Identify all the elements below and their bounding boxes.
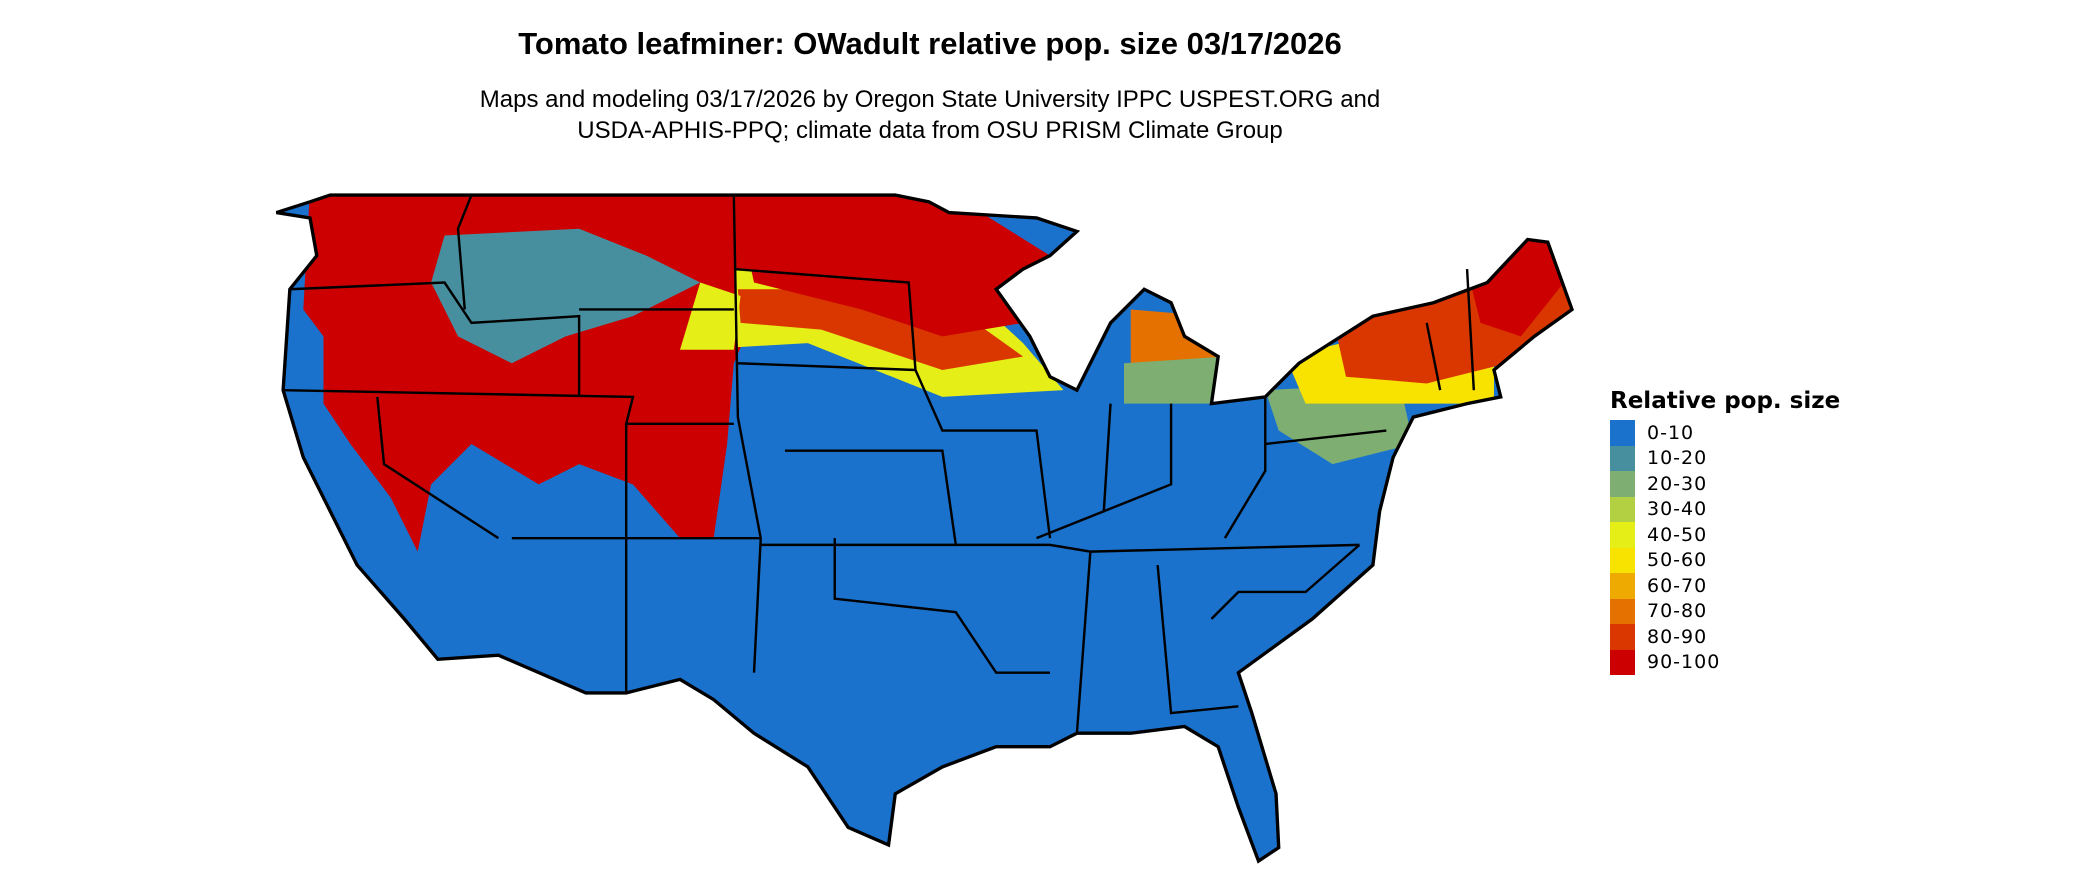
legend-label: 0-10	[1647, 421, 1695, 444]
legend-swatch	[1610, 522, 1635, 548]
zone-michigan-south	[1123, 356, 1225, 404]
legend-label: 30-40	[1647, 498, 1708, 521]
legend-item: 70-80	[1610, 598, 1840, 624]
legend-item: 60-70	[1610, 573, 1840, 599]
legend-swatch	[1610, 547, 1635, 573]
legend-item: 0-10	[1610, 420, 1840, 446]
map-subtitle-line1: Maps and modeling 03/17/2026 by Oregon S…	[479, 86, 1381, 113]
legend-label: 40-50	[1647, 523, 1708, 546]
legend-swatch	[1610, 471, 1635, 497]
legend-swatch	[1610, 445, 1635, 471]
legend-label: 60-70	[1647, 574, 1708, 597]
legend: Relative pop. size 0-10 10-20 20-30 30-40 40…	[1610, 388, 1840, 675]
legend-item: 20-30	[1610, 471, 1840, 497]
legend-item: 30-40	[1610, 496, 1840, 522]
legend-item: 40-50	[1610, 522, 1840, 548]
legend-label: 80-90	[1647, 625, 1708, 648]
legend-label: 70-80	[1647, 600, 1708, 623]
legend-swatch	[1610, 598, 1635, 624]
map-title: Tomato leafminer: OWadult relative pop. …	[518, 26, 1342, 61]
legend-item: 80-90	[1610, 624, 1840, 650]
zone-great-plains-mixed	[680, 282, 741, 350]
state-borders	[283, 194, 1476, 734]
map-subtitle-line2: USDA-APHIS-PPQ; climate data from OSU PR…	[577, 117, 1283, 144]
legend-swatch	[1610, 649, 1635, 675]
legend-label: 10-20	[1647, 447, 1708, 470]
legend-item: 10-20	[1610, 445, 1840, 471]
legend-label: 50-60	[1647, 549, 1708, 572]
zone-basin-low	[431, 228, 701, 364]
legend-swatch	[1610, 624, 1635, 650]
legend-swatch	[1610, 573, 1635, 599]
legend-swatch	[1610, 496, 1635, 522]
legend-item: 50-60	[1610, 547, 1840, 573]
legend-label: 20-30	[1647, 472, 1708, 495]
legend-label: 90-100	[1647, 651, 1721, 674]
legend-title: Relative pop. size	[1610, 388, 1841, 414]
legend-swatch	[1610, 420, 1635, 446]
legend-item: 90-100	[1610, 649, 1840, 675]
zone-northcentral-high	[733, 195, 1050, 337]
